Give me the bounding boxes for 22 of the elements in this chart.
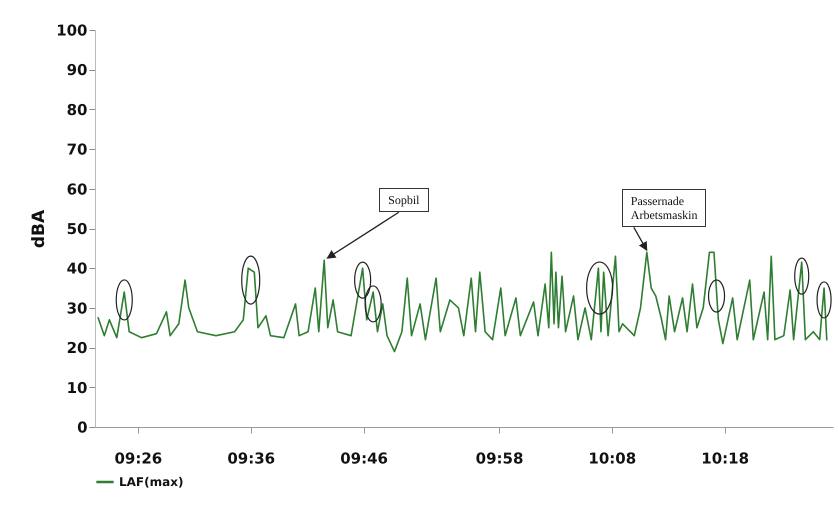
y-tick-label: 30 — [66, 299, 88, 318]
y-tick-label: 100 — [56, 22, 88, 40]
y-tick-label: 50 — [66, 220, 88, 238]
annotation: Sopbil — [379, 188, 429, 212]
y-axis-title: dBA — [29, 209, 50, 248]
y-tick-label: 40 — [66, 260, 88, 278]
legend-label: LAF(max) — [119, 475, 184, 489]
y-tick-label: 20 — [66, 339, 88, 358]
y-tick-label: 60 — [66, 180, 88, 198]
y-tick-label: 70 — [66, 140, 88, 159]
y-tick-label: 90 — [66, 61, 88, 80]
x-tick-label: 09:26 — [114, 450, 162, 468]
x-tick-label: 10:08 — [588, 450, 636, 468]
line-series — [97, 252, 828, 352]
y-tick-label: 80 — [66, 100, 88, 119]
x-tick-label: 09:58 — [476, 450, 524, 468]
annotation: Passernade Arbetsmaskin — [622, 189, 706, 228]
y-tick-label: 10 — [66, 378, 88, 397]
x-tick-label: 10:18 — [701, 450, 750, 468]
x-tick-label: 09:46 — [340, 450, 388, 468]
y-tick-label: 0 — [77, 418, 88, 436]
x-tick-label: 09:36 — [227, 450, 276, 468]
